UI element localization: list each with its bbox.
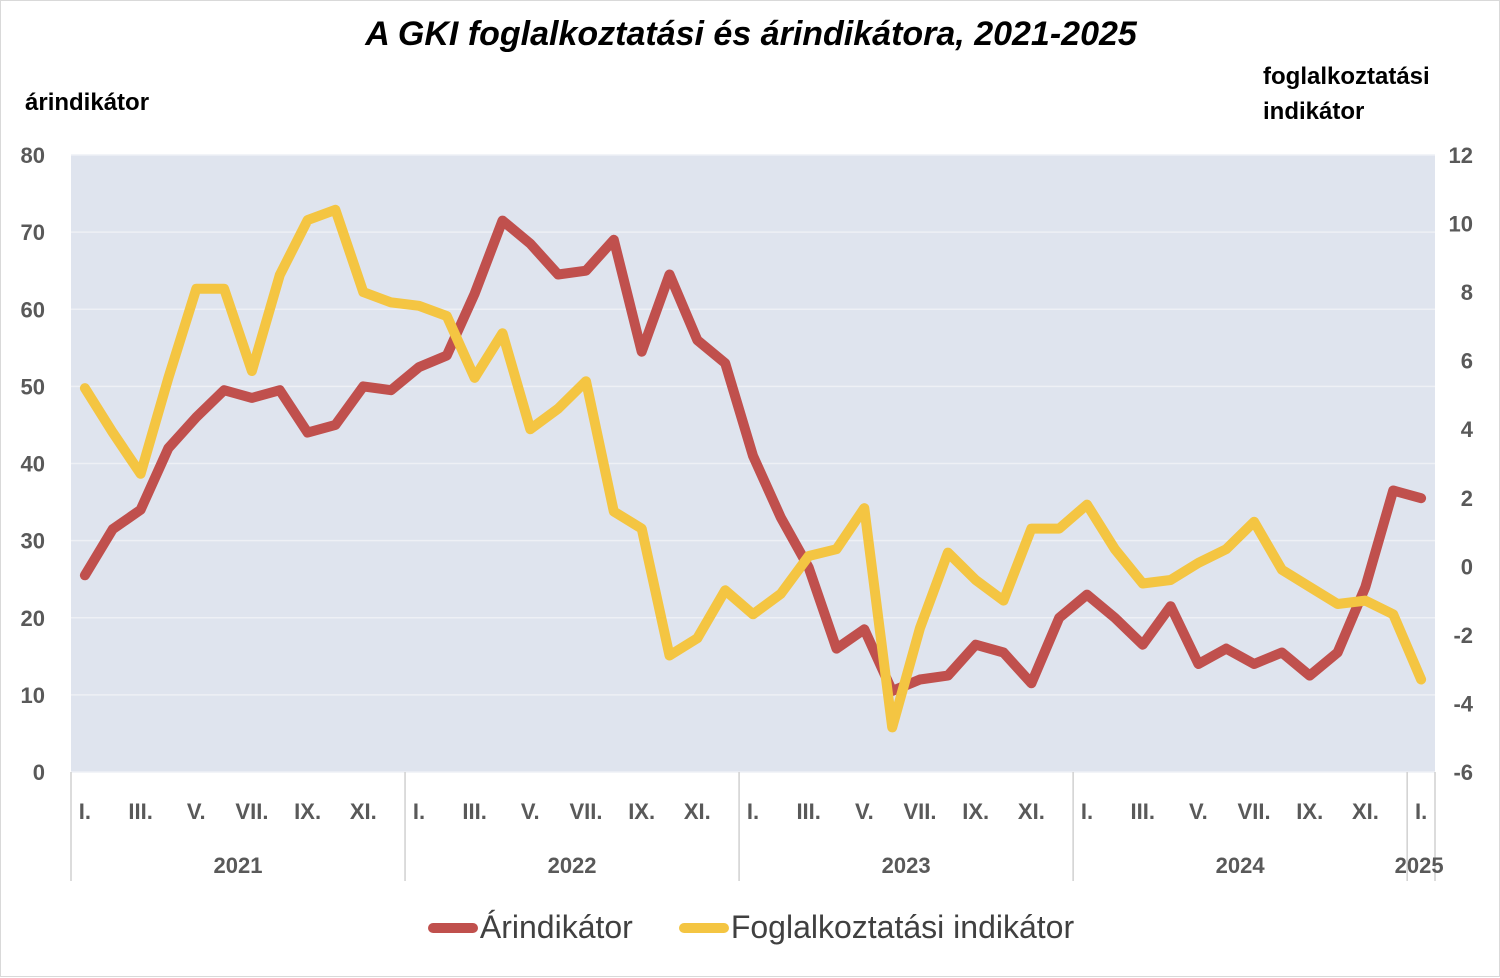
y-right-tick-label: 4	[1461, 417, 1474, 442]
x-tick-label: XI.	[1352, 799, 1379, 824]
y-left-tick-label: 80	[21, 143, 45, 168]
x-tick-label: XI.	[350, 799, 377, 824]
x-tick-label: III.	[1130, 799, 1154, 824]
y-right-tick-label: -6	[1453, 760, 1473, 785]
x-tick-label: VII.	[235, 799, 268, 824]
legend-swatch-foglalkoztatasi	[679, 923, 729, 933]
x-tick-label: I.	[747, 799, 759, 824]
year-label: 2023	[882, 853, 931, 878]
x-tick-label: IX.	[294, 799, 321, 824]
y-left-tick-label: 50	[21, 374, 45, 399]
y-right-tick-label: 10	[1449, 212, 1473, 237]
x-tick-label: V.	[187, 799, 206, 824]
x-tick-label: IX.	[1296, 799, 1323, 824]
x-tick-label: V.	[855, 799, 874, 824]
x-tick-label: III.	[128, 799, 152, 824]
year-label: 2024	[1216, 853, 1266, 878]
y-left-tick-label: 40	[21, 452, 45, 477]
x-tick-label: VII.	[904, 799, 937, 824]
legend: Árindikátor Foglalkoztatási indikátor	[1, 909, 1500, 946]
x-tick-label: IX.	[962, 799, 989, 824]
x-tick-label: I.	[413, 799, 425, 824]
y-right-tick-label: 2	[1461, 486, 1473, 511]
year-label: 2022	[548, 853, 597, 878]
y-right-tick-label: 12	[1449, 143, 1473, 168]
x-tick-label: IX.	[628, 799, 655, 824]
x-tick-label: I.	[1081, 799, 1093, 824]
x-tick-label: III.	[462, 799, 486, 824]
legend-label-arindikator: Árindikátor	[480, 909, 633, 946]
y-right-tick-label: 8	[1461, 280, 1473, 305]
legend-item-arindikator: Árindikátor	[428, 909, 633, 946]
legend-item-foglalkoztatasi: Foglalkoztatási indikátor	[679, 909, 1074, 946]
y-right-tick-label: -4	[1453, 691, 1473, 716]
x-tick-label: XI.	[684, 799, 711, 824]
legend-swatch-arindikator	[428, 923, 478, 933]
y-left-tick-label: 30	[21, 529, 45, 554]
y-left-tick-label: 10	[21, 683, 45, 708]
legend-label-foglalkoztatasi: Foglalkoztatási indikátor	[731, 909, 1074, 946]
y-right-tick-label: -2	[1453, 623, 1473, 648]
x-tick-label: I.	[1415, 799, 1427, 824]
x-tick-label: VII.	[569, 799, 602, 824]
x-tick-label: V.	[521, 799, 540, 824]
year-label: 2021	[214, 853, 263, 878]
year-label: 2025	[1395, 853, 1444, 878]
y-left-tick-label: 20	[21, 606, 45, 631]
y-left-tick-label: 70	[21, 220, 45, 245]
x-tick-label: I.	[79, 799, 91, 824]
x-tick-label: III.	[796, 799, 820, 824]
y-left-tick-label: 0	[33, 760, 45, 785]
x-tick-label: VII.	[1238, 799, 1271, 824]
y-right-tick-label: 0	[1461, 554, 1473, 579]
x-tick-label: XI.	[1018, 799, 1045, 824]
y-left-tick-label: 60	[21, 297, 45, 322]
x-tick-label: V.	[1189, 799, 1208, 824]
y-right-tick-label: 6	[1461, 349, 1473, 374]
